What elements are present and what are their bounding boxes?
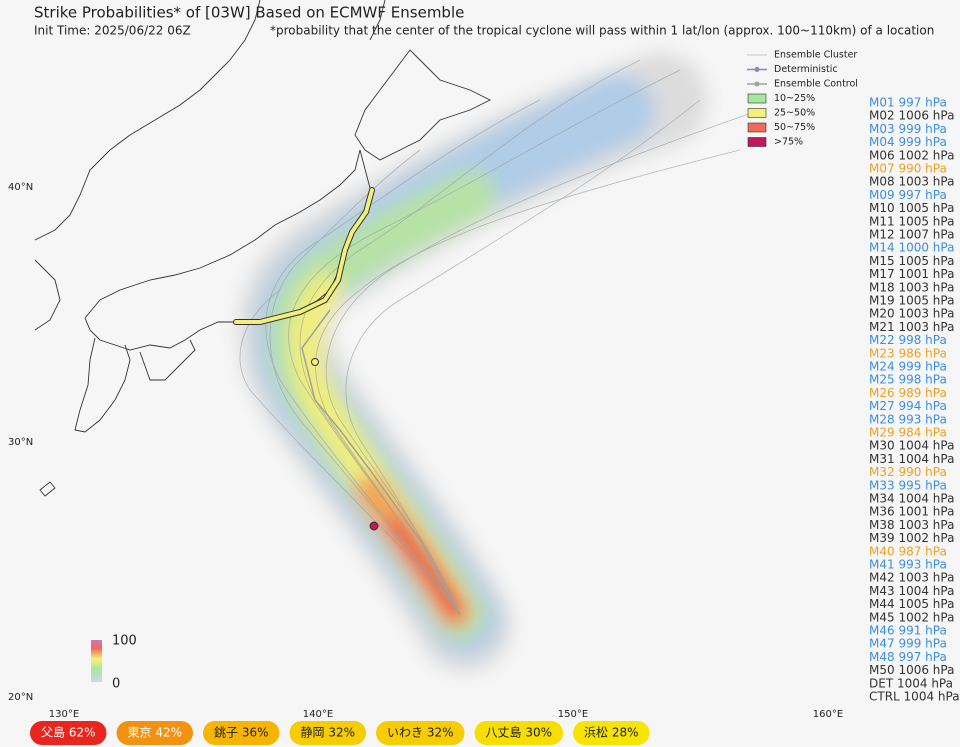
member-label: M01 997 hPa	[869, 96, 947, 110]
lat-label: 40°N	[8, 182, 33, 193]
lon-label: 140°E	[303, 709, 333, 720]
member-label: M04 999 hPa	[869, 135, 947, 149]
member-label: M17 1001 hPa	[869, 267, 954, 281]
member-label: M02 1006 hPa	[869, 109, 954, 123]
member-label: M40 987 hPa	[869, 544, 947, 558]
member-label: M36 1001 hPa	[869, 505, 954, 519]
location-pill: 静岡 32%	[289, 721, 366, 745]
member-label: M11 1005 hPa	[869, 214, 954, 228]
colorbar-max: 100	[112, 634, 137, 649]
member-label: M45 1002 hPa	[869, 610, 954, 624]
location-bg	[289, 721, 366, 745]
member-label: M39 1002 hPa	[869, 531, 954, 545]
location-pill: 浜松 28%	[573, 721, 650, 745]
coast-highlight	[233, 187, 379, 531]
legend-dot	[754, 81, 760, 87]
title: Strike Probabilities* of [03W] Based on …	[34, 4, 464, 22]
legend-label: Ensemble Cluster	[774, 50, 857, 61]
location-bg	[116, 721, 193, 745]
location-label: 八丈島 30%	[486, 725, 553, 740]
legend-box	[747, 108, 767, 118]
location-bg	[474, 721, 563, 745]
lon-label: 130°E	[49, 709, 79, 720]
legend-label: 50~75%	[774, 122, 815, 133]
legend-box	[747, 137, 767, 147]
member-label: M47 999 hPa	[869, 637, 947, 651]
member-label: M20 1003 hPa	[869, 307, 954, 321]
member-label: M14 1000 hPa	[869, 241, 954, 255]
member-label: M03 999 hPa	[869, 122, 947, 136]
lat-label: 30°N	[8, 437, 33, 448]
location-bg	[203, 721, 280, 745]
member-label: M26 989 hPa	[869, 386, 947, 400]
member-label: M30 1004 hPa	[869, 439, 954, 453]
member-label: M22 998 hPa	[869, 333, 947, 347]
member-label: M23 986 hPa	[869, 346, 947, 360]
legend-dot	[754, 67, 760, 72]
member-label: M09 997 hPa	[869, 188, 947, 202]
member-label: M46 991 hPa	[869, 624, 947, 638]
member-label: M10 1005 hPa	[869, 201, 954, 215]
location-label: 浜松 28%	[584, 726, 639, 740]
location-bg	[376, 721, 465, 745]
location-label: 東京 42%	[128, 726, 183, 740]
member-label: CTRL 1004 hPa	[869, 690, 960, 704]
member-label: M06 1002 hPa	[869, 148, 954, 162]
member-label: M28 993 hPa	[869, 412, 947, 426]
member-label: M38 1003 hPa	[869, 518, 954, 532]
member-label: M25 998 hPa	[869, 373, 947, 387]
location-label: 銚子 36%	[214, 725, 269, 740]
colorbar	[91, 640, 102, 682]
legend-label: Ensemble Control	[774, 79, 858, 90]
location-label: 父島 62%	[41, 725, 96, 740]
tracks	[239, 59, 761, 616]
member-label: M43 1004 hPa	[869, 584, 954, 598]
location-bg	[30, 721, 107, 745]
member-label: M12 1007 hPa	[869, 228, 954, 242]
member-label: M08 1003 hPa	[869, 175, 954, 189]
lon-label: 150°E	[558, 709, 588, 720]
location-label: 静岡 32%	[301, 726, 356, 740]
lon-label: 160°E	[813, 709, 843, 720]
location-label: いわき 32%	[387, 726, 454, 740]
member-label: M41 993 hPa	[869, 558, 947, 572]
member-label: M18 1003 hPa	[869, 280, 954, 294]
init-time: Init Time: 2025/06/22 06Z	[34, 24, 191, 38]
member-label: M21 1003 hPa	[869, 320, 954, 334]
member-label: M19 1005 hPa	[869, 294, 954, 308]
member-label: M48 997 hPa	[869, 650, 947, 664]
member-label: M15 1005 hPa	[869, 254, 954, 268]
member-label: M42 1003 hPa	[869, 571, 954, 585]
legend-label: Deterministic	[774, 64, 838, 75]
member-label: M27 994 hPa	[869, 399, 947, 413]
location-pill: 東京 42%	[116, 721, 193, 745]
member-label: M31 1004 hPa	[869, 452, 954, 466]
lat-label: 20°N	[8, 692, 33, 703]
location-pill: いわき 32%	[376, 721, 465, 745]
legend-label: 25~50%	[774, 108, 815, 119]
member-label: M32 990 hPa	[869, 465, 947, 479]
legend-label: >75%	[774, 137, 803, 148]
note: *probability that the center of the trop…	[270, 24, 934, 38]
location-pill: 銚子 36%	[203, 721, 280, 745]
member-label: DET 1004 hPa	[869, 676, 953, 690]
member-label: M24 999 hPa	[869, 360, 947, 374]
control-track	[301, 309, 461, 616]
member-label: M33 995 hPa	[869, 478, 947, 492]
location-bg	[573, 721, 650, 745]
legend-label: 10~25%	[774, 93, 815, 104]
member-label: M07 990 hPa	[869, 162, 947, 176]
legend-box	[747, 93, 767, 104]
member-label: M34 1004 hPa	[869, 492, 954, 506]
member-label: M50 1006 hPa	[869, 663, 954, 677]
location-pill: 父島 62%	[30, 721, 107, 745]
member-label: M29 984 hPa	[869, 426, 947, 440]
member-label: M44 1005 hPa	[869, 597, 954, 611]
legend-box	[747, 122, 767, 133]
colorbar-min: 0	[112, 677, 120, 692]
location-pill: 八丈島 30%	[474, 721, 563, 745]
